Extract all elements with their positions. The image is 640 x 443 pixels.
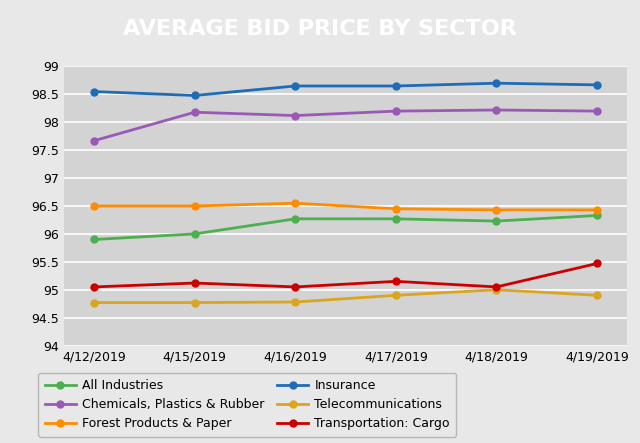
Insurance	[593, 82, 601, 88]
Forest Products & Paper	[392, 206, 400, 211]
Telecommunications	[392, 293, 400, 298]
Transportation: Cargo: (1, 95.1): Cargo: (1, 95.1)	[191, 280, 198, 286]
Transportation: Cargo: (0, 95): Cargo: (0, 95)	[90, 284, 98, 290]
All Industries	[392, 216, 400, 222]
Chemicals, Plastics & Rubber	[593, 109, 601, 114]
Insurance	[291, 83, 299, 89]
All Industries	[493, 218, 500, 224]
Telecommunications	[191, 300, 198, 305]
Forest Products & Paper	[493, 207, 500, 213]
Transportation: Cargo: (5, 95.5): Cargo: (5, 95.5)	[593, 261, 601, 266]
Telecommunications	[291, 299, 299, 305]
Chemicals, Plastics & Rubber	[291, 113, 299, 118]
Chemicals, Plastics & Rubber	[493, 107, 500, 113]
Line: Transportation: Cargo: Transportation: Cargo	[91, 260, 600, 291]
Telecommunications	[90, 300, 98, 305]
All Industries	[593, 213, 601, 218]
Telecommunications	[593, 293, 601, 298]
Insurance	[493, 81, 500, 86]
Line: Telecommunications: Telecommunications	[91, 286, 600, 306]
All Industries	[291, 216, 299, 222]
Line: Forest Products & Paper: Forest Products & Paper	[91, 200, 600, 214]
Chemicals, Plastics & Rubber	[392, 109, 400, 114]
Line: Insurance: Insurance	[91, 80, 600, 99]
Chemicals, Plastics & Rubber	[191, 109, 198, 115]
Legend: All Industries, Chemicals, Plastics & Rubber, Forest Products & Paper, Insurance: All Industries, Chemicals, Plastics & Ru…	[38, 373, 456, 437]
Forest Products & Paper	[90, 203, 98, 209]
Insurance	[191, 93, 198, 98]
Text: AVERAGE BID PRICE BY SECTOR: AVERAGE BID PRICE BY SECTOR	[123, 19, 517, 39]
Transportation: Cargo: (4, 95): Cargo: (4, 95)	[493, 284, 500, 290]
Forest Products & Paper	[593, 207, 601, 213]
Forest Products & Paper	[191, 203, 198, 209]
Telecommunications	[493, 287, 500, 292]
Insurance	[392, 83, 400, 89]
Forest Products & Paper	[291, 201, 299, 206]
Transportation: Cargo: (3, 95.2): Cargo: (3, 95.2)	[392, 279, 400, 284]
Line: Chemicals, Plastics & Rubber: Chemicals, Plastics & Rubber	[91, 106, 600, 144]
All Industries	[191, 231, 198, 237]
Line: All Industries: All Industries	[91, 212, 600, 243]
Insurance	[90, 89, 98, 94]
All Industries	[90, 237, 98, 242]
Chemicals, Plastics & Rubber	[90, 138, 98, 144]
Transportation: Cargo: (2, 95): Cargo: (2, 95)	[291, 284, 299, 290]
